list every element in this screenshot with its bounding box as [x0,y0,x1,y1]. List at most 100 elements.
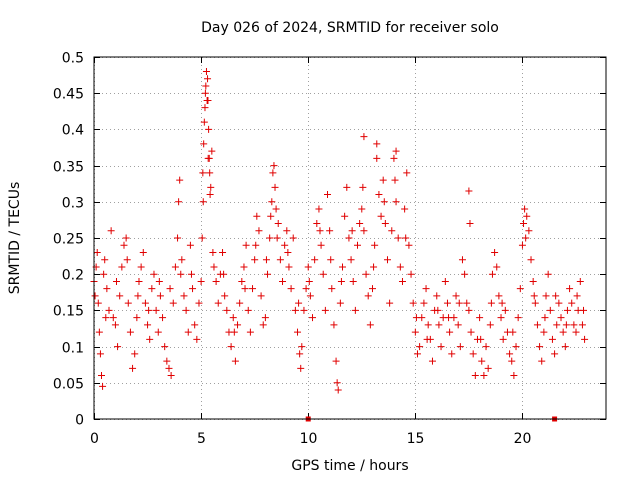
data-point [373,154,381,162]
data-point [566,285,574,293]
data-point [527,256,535,264]
data-point [176,176,184,184]
x-tick-label: 0 [90,431,99,447]
data-point [386,299,394,307]
data-point [568,299,576,307]
data-point [296,350,304,358]
data-point [381,220,389,228]
data-point [178,256,186,264]
data-point [198,234,206,242]
data-point [364,292,372,300]
data-point [159,314,167,322]
data-point [573,292,581,300]
data-point [208,147,216,155]
data-point [562,321,570,329]
data-point [330,321,338,329]
data-point [273,234,281,242]
data-point [186,241,194,249]
data-point [332,357,340,365]
data-point [356,220,364,228]
data-point [189,285,197,293]
data-point [334,386,342,394]
data-point [199,198,207,206]
data-point [145,306,153,314]
data-point [401,205,409,213]
data-point [229,314,237,322]
data-point [518,241,526,249]
y-tick-label: 0.05 [53,377,84,393]
data-point [396,263,404,271]
data-point [111,321,119,329]
chart-title: Day 026 of 2024, SRMTID for receiver sol… [201,20,499,36]
data-point [203,96,211,104]
data-point [234,321,242,329]
data-point [316,227,324,235]
data-point [448,350,456,358]
data-point [482,343,490,351]
data-point [480,372,488,380]
data-point [561,343,569,351]
data-point [581,335,589,343]
y-tick-label: 0.2 [62,268,84,284]
data-point [413,350,421,358]
data-point [300,306,308,314]
data-point [107,227,115,235]
y-tick-label: 0.3 [62,196,84,212]
data-point [201,104,209,112]
data-point [294,328,302,336]
data-point [529,277,537,285]
data-point [102,314,110,322]
y-tick-label: 0 [75,413,84,429]
data-point [437,343,445,351]
data-point [311,256,319,264]
data-point [262,256,270,264]
data-point [339,263,347,271]
data-point [512,343,520,351]
data-point [93,248,101,256]
data-point [467,328,475,336]
data-point [94,299,102,307]
data-point [163,357,171,365]
data-point [478,357,486,365]
data-point [200,140,208,148]
data-point [154,328,162,336]
data-point [200,118,208,126]
data-point [204,75,212,83]
data-point [171,263,179,271]
data-point [321,306,329,314]
data-point [514,314,522,322]
data-point [116,292,124,300]
data-point [530,292,538,300]
data-point [95,328,103,336]
data-point [246,328,254,336]
data-point [241,285,249,293]
data-point [148,285,156,293]
y-tick-label: 0.1 [62,341,84,357]
data-point [309,314,317,322]
data-point [206,169,214,177]
data-point [205,125,213,133]
data-point [279,277,287,285]
data-point [281,241,289,249]
data-point [324,191,332,199]
data-point [349,277,357,285]
data-point [434,306,442,314]
data-point [287,285,295,293]
data-point [353,241,361,249]
data-point [175,198,183,206]
data-point [204,154,212,162]
data-point [351,306,359,314]
data-point [202,67,210,75]
data-point [412,314,420,322]
data-point [207,183,215,191]
data-point [343,183,351,191]
data-point [238,277,246,285]
x-axis-ticks: 0 5 10 15 20 [90,57,531,447]
data-point [141,299,149,307]
data-point [166,285,174,293]
data-point [531,299,539,307]
data-point [428,357,436,365]
data-point [383,256,391,264]
data-point [295,299,303,307]
data-point [501,306,509,314]
